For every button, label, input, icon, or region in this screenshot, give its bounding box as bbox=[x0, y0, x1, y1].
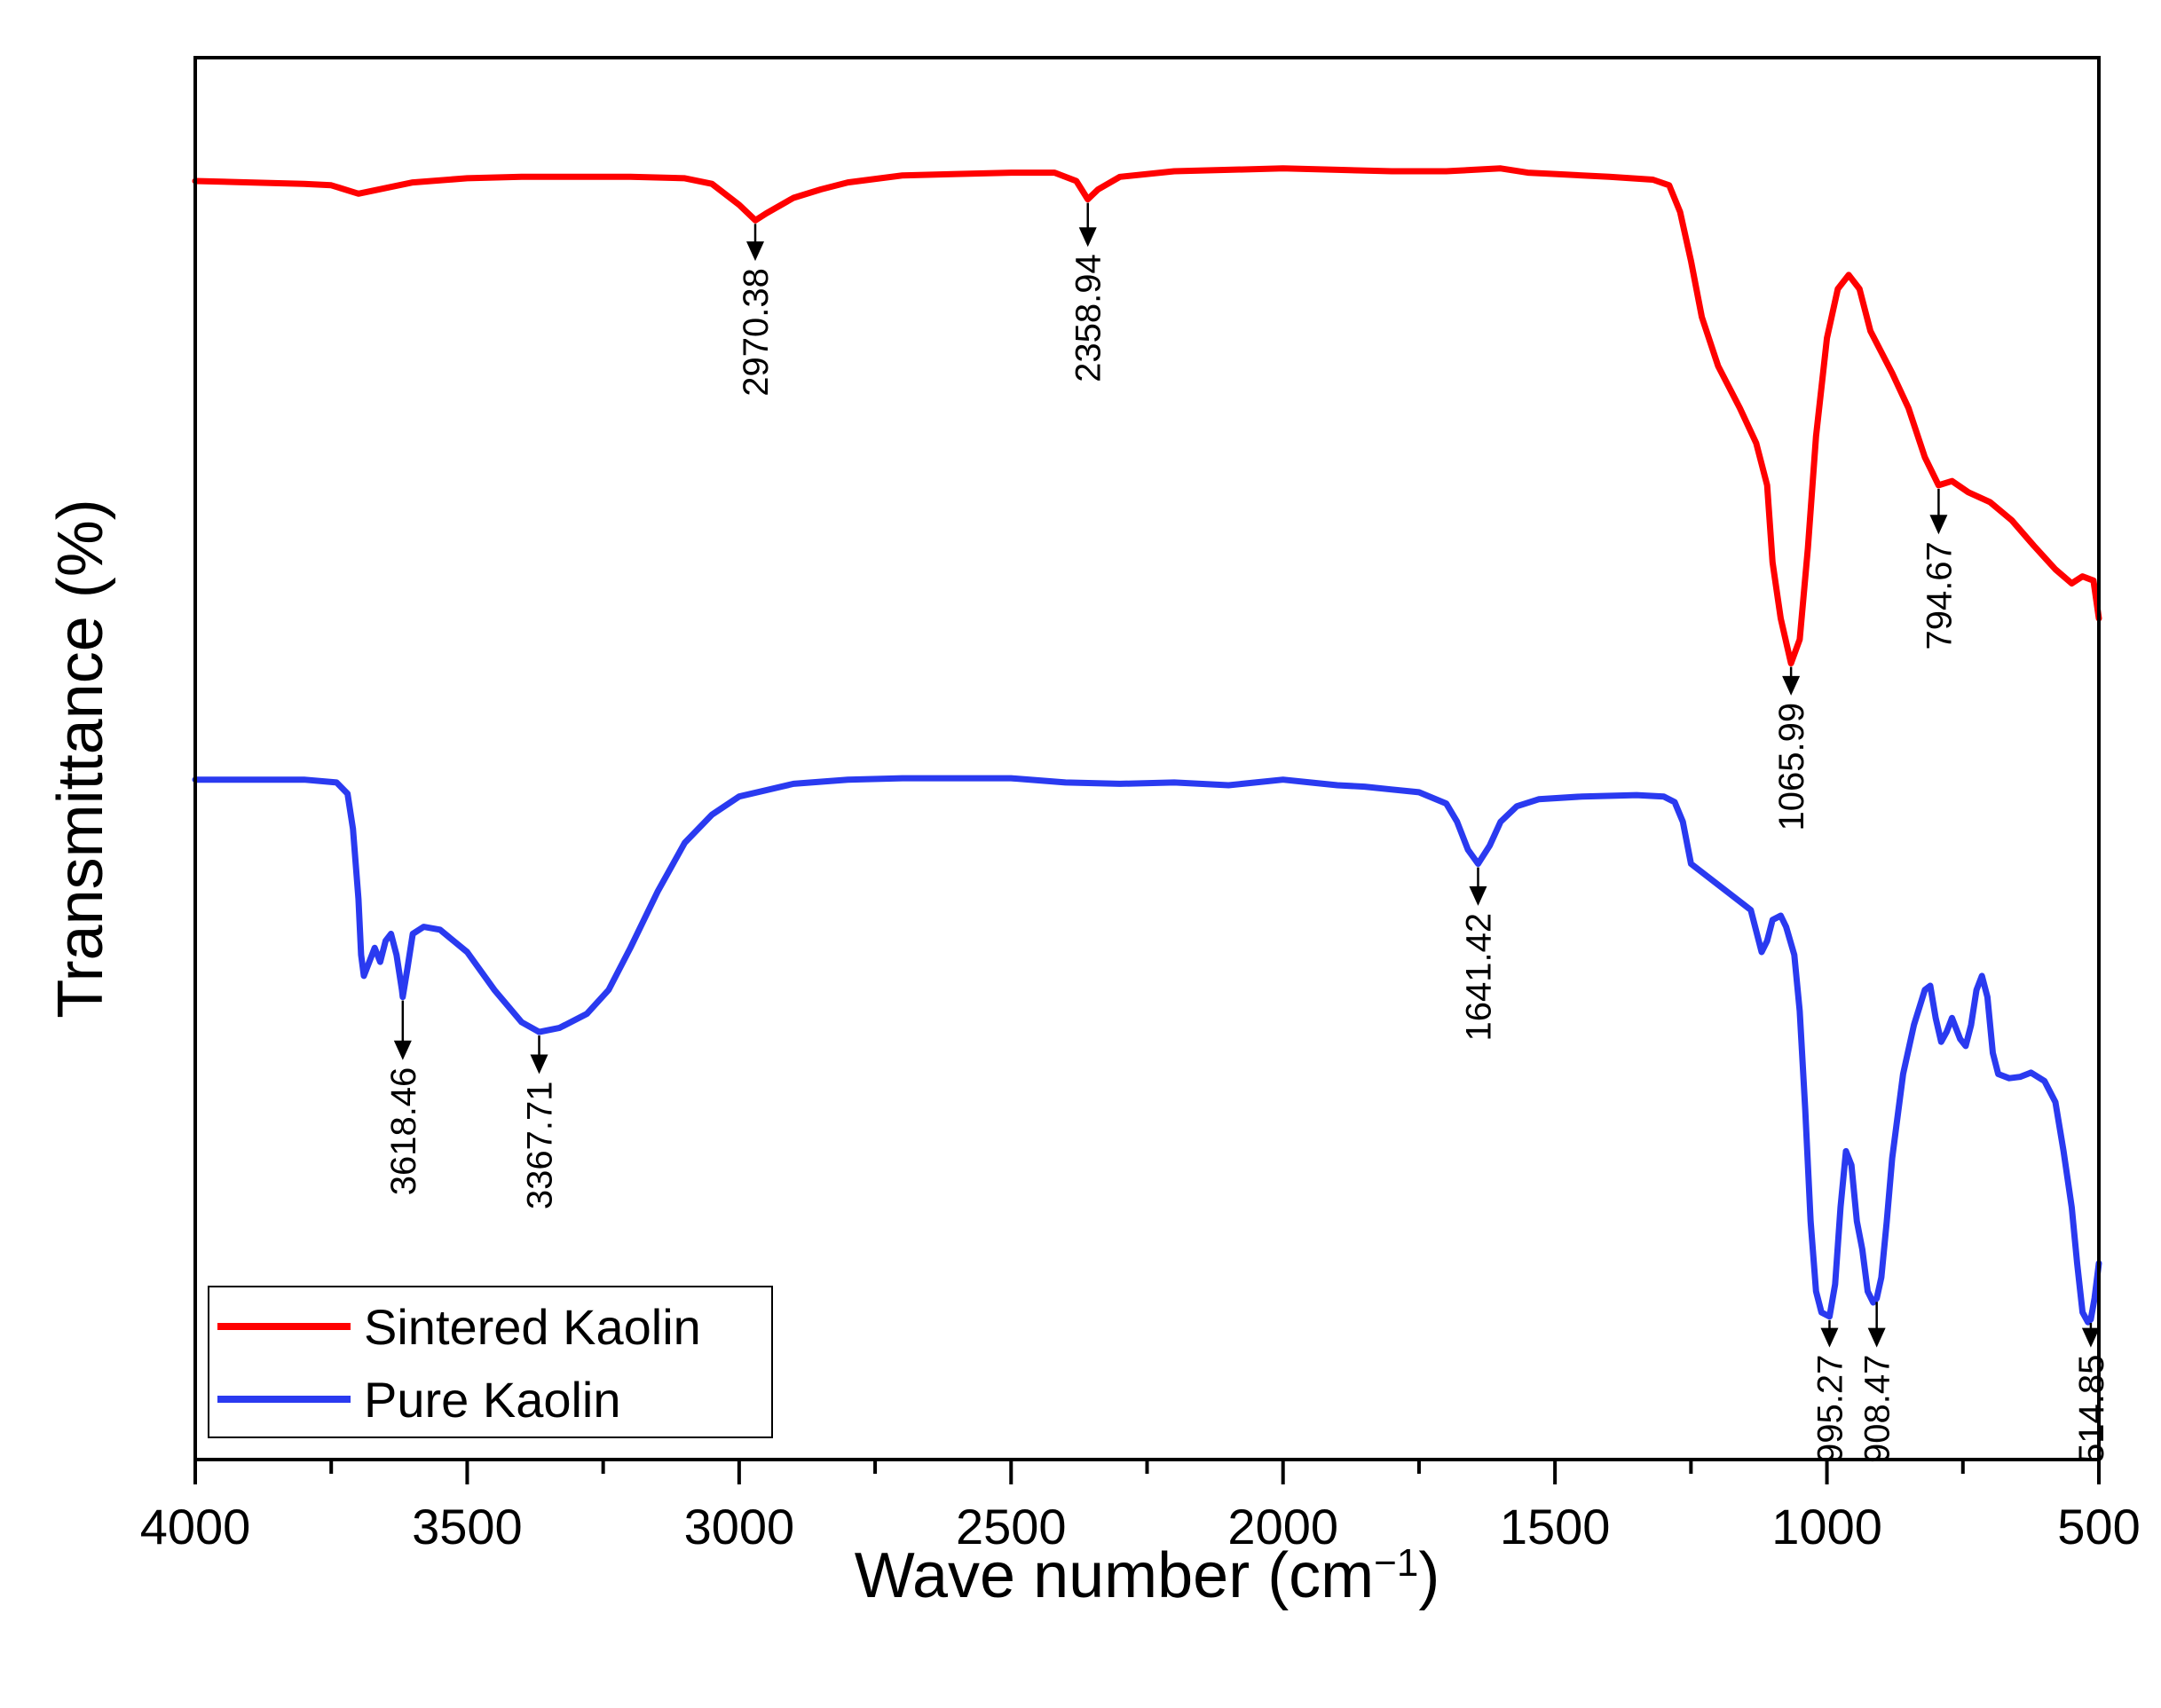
peak-arrow-head bbox=[1782, 675, 1801, 696]
y-axis-title: Transmittance (%) bbox=[45, 499, 116, 1018]
x-tick-label: 3000 bbox=[684, 1499, 795, 1555]
x-axis-title-superscript: −1 bbox=[1374, 1541, 1418, 1585]
peak-label: 908.47 bbox=[1858, 1355, 1897, 1463]
series-line-sintered-kaolin bbox=[192, 165, 2102, 667]
peak-arrow-head bbox=[393, 1040, 412, 1060]
peak-label: 2358.94 bbox=[1069, 254, 1108, 382]
x-axis-title-main: Wave number (cm bbox=[855, 1540, 1374, 1611]
peak-label: 514.85 bbox=[2072, 1355, 2111, 1463]
peak-label: 1641.42 bbox=[1459, 913, 1498, 1042]
peak-label: 2970.38 bbox=[737, 268, 776, 397]
peak-arrow-head bbox=[746, 241, 765, 262]
legend-box bbox=[208, 1286, 773, 1438]
x-axis-title-suffix: ) bbox=[1418, 1540, 1439, 1611]
peak-label: 1065.99 bbox=[1772, 703, 1811, 831]
x-tick-label: 2000 bbox=[1227, 1499, 1338, 1555]
series-line-pure-kaolin bbox=[192, 775, 2102, 1326]
series-layer bbox=[192, 165, 2102, 1326]
x-tick-label: 1500 bbox=[1500, 1499, 1611, 1555]
peak-label: 794.67 bbox=[1920, 541, 1959, 649]
x-axis-title: Wave number (cm−1) bbox=[855, 1540, 1440, 1611]
x-tick-label: 2500 bbox=[956, 1499, 1067, 1555]
peak-arrow-head bbox=[1929, 515, 1948, 535]
x-tick-label: 3500 bbox=[412, 1499, 523, 1555]
x-axis-ticks: 4000 3500 3000 2500 2000 1500 1000 500 bbox=[140, 1460, 2141, 1555]
peak-arrow-head bbox=[1078, 227, 1097, 248]
x-tick-label: 1000 bbox=[1771, 1499, 1882, 1555]
peak-arrow-head bbox=[1820, 1327, 1839, 1348]
legend-label-pure-kaolin: Pure Kaolin bbox=[364, 1372, 621, 1428]
peak-label: 3618.46 bbox=[384, 1067, 423, 1196]
peak-label: 995.27 bbox=[1810, 1355, 1849, 1463]
peak-arrow-head bbox=[530, 1054, 548, 1074]
peak-arrow-head bbox=[1867, 1327, 1886, 1348]
peak-arrow-head bbox=[1469, 885, 1487, 906]
legend-label-sintered-kaolin: Sintered Kaolin bbox=[364, 1299, 701, 1355]
x-tick-label: 4000 bbox=[140, 1499, 251, 1555]
x-tick-label: 500 bbox=[2057, 1499, 2140, 1555]
peak-arrow-head bbox=[2081, 1327, 2100, 1348]
legend: Sintered Kaolin Pure Kaolin bbox=[208, 1286, 773, 1438]
peak-label: 3367.71 bbox=[521, 1082, 560, 1210]
annotation-layer: 2970.38 2358.94 1065.99 794.67 3618.46 3367.7… bbox=[384, 202, 2111, 1463]
